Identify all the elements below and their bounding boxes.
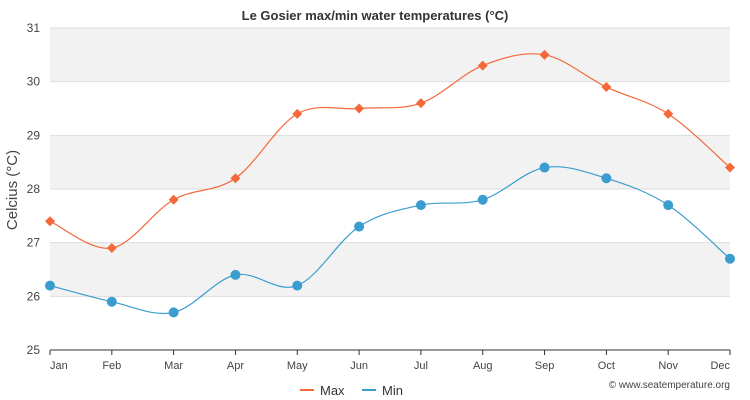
series-markers xyxy=(45,49,735,318)
data-point-max[interactable] xyxy=(477,60,488,71)
data-point-max[interactable] xyxy=(292,108,303,119)
legend-item-min: Min xyxy=(362,383,403,398)
y-tick-label: 31 xyxy=(27,21,41,35)
x-tick-label: Mar xyxy=(164,360,183,372)
data-point-min[interactable] xyxy=(601,173,612,184)
data-point-max[interactable] xyxy=(230,173,241,184)
data-point-min[interactable] xyxy=(230,269,241,280)
data-point-min[interactable] xyxy=(477,194,488,205)
legend-label-min: Min xyxy=(382,383,403,398)
chart-title: Le Gosier max/min water temperatures (°C… xyxy=(242,8,509,23)
legend: Max Min xyxy=(300,383,403,398)
legend-item-max: Max xyxy=(300,383,345,398)
data-point-max[interactable] xyxy=(539,49,550,60)
data-point-max[interactable] xyxy=(415,98,426,109)
x-tick-label: Jan xyxy=(50,360,68,372)
x-tick-label: Dec xyxy=(710,360,730,372)
x-tick-label: Sep xyxy=(535,360,555,372)
y-tick-label: 28 xyxy=(27,182,41,196)
y-tick-label: 25 xyxy=(27,343,41,357)
grid-band xyxy=(50,28,730,82)
x-tick-label: Jun xyxy=(350,360,368,372)
background-bands xyxy=(50,28,730,297)
data-point-max[interactable] xyxy=(168,194,179,205)
data-point-max[interactable] xyxy=(663,108,674,119)
data-point-min[interactable] xyxy=(292,280,303,291)
grid-band xyxy=(50,242,730,297)
data-point-max[interactable] xyxy=(106,243,117,254)
y-tick-labels: 25 26 27 28 29 30 31 xyxy=(27,21,41,357)
grid-band xyxy=(50,135,730,189)
y-tick-label: 29 xyxy=(27,128,41,142)
x-tick-label: Apr xyxy=(227,360,244,372)
x-tick-label: May xyxy=(287,360,308,372)
x-tick-label: Aug xyxy=(473,360,493,372)
legend-label-max: Max xyxy=(320,383,345,398)
x-tick-label: Oct xyxy=(598,360,615,372)
y-tick-label: 30 xyxy=(27,75,41,89)
series-line-max xyxy=(49,53,731,249)
data-point-max[interactable] xyxy=(354,103,365,114)
data-point-min[interactable] xyxy=(725,253,735,264)
data-point-min[interactable] xyxy=(168,307,179,318)
data-point-min[interactable] xyxy=(663,200,674,211)
y-axis-label: Celcius (°C) xyxy=(4,150,21,230)
data-point-min[interactable] xyxy=(106,296,117,307)
credit-text: © www.seatemperature.org xyxy=(609,380,730,391)
data-point-min[interactable] xyxy=(45,280,55,291)
x-tick-labels: Jan Feb Mar Apr May Jun Jul Aug Sep Oct Nov Dec xyxy=(49,350,731,372)
y-tick-label: 26 xyxy=(27,289,41,303)
data-point-min[interactable] xyxy=(415,200,426,211)
data-point-max[interactable] xyxy=(601,82,612,93)
x-tick-label: Feb xyxy=(102,360,121,372)
gridlines xyxy=(50,27,730,351)
x-tick-label: Jul xyxy=(414,360,428,372)
x-tick-label: Nov xyxy=(658,360,678,372)
data-point-min[interactable] xyxy=(539,162,550,173)
data-point-max[interactable] xyxy=(725,162,735,173)
data-point-min[interactable] xyxy=(354,221,365,232)
data-point-max[interactable] xyxy=(45,216,55,227)
y-tick-label: 27 xyxy=(27,236,41,250)
